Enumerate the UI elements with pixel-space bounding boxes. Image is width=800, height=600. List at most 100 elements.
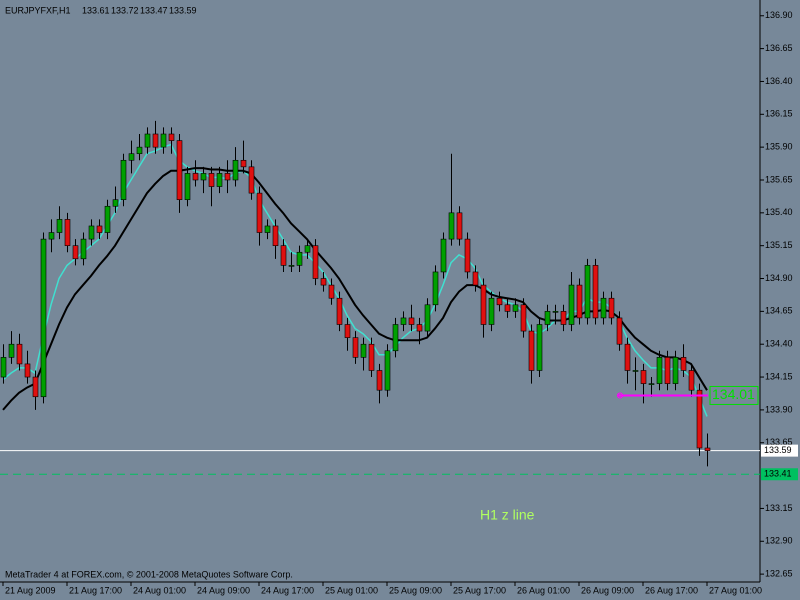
candle-body bbox=[568, 284, 575, 325]
annotation: H1 z line bbox=[480, 507, 535, 523]
candle-body bbox=[616, 317, 623, 345]
candle-body bbox=[48, 232, 55, 240]
symbol-title: EURJPYFXF,H1 bbox=[5, 5, 71, 15]
x-tick-label: 26 Aug 17:00 bbox=[645, 585, 698, 595]
candle-body bbox=[376, 370, 383, 391]
candle-body bbox=[656, 357, 663, 384]
candle-body bbox=[640, 370, 647, 384]
candle-body bbox=[688, 370, 695, 391]
candle-body bbox=[272, 225, 279, 246]
candle-body bbox=[480, 284, 487, 325]
level-label-box bbox=[761, 468, 798, 481]
y-tick-label: 134.65 bbox=[765, 306, 793, 316]
candle-body bbox=[672, 357, 679, 384]
candle-body bbox=[16, 343, 23, 365]
candle-body bbox=[296, 251, 303, 266]
candle-body bbox=[592, 265, 599, 319]
y-tick-label: 135.40 bbox=[765, 207, 793, 217]
y-tick-label: 136.15 bbox=[765, 109, 793, 119]
candle-body bbox=[96, 225, 103, 233]
footer: MetaTrader 4 at FOREX.com, © 2001-2008 M… bbox=[5, 569, 293, 579]
z-line-label-box bbox=[709, 385, 759, 405]
candle-body bbox=[424, 304, 431, 332]
y-tick-label: 133.65 bbox=[765, 437, 793, 447]
candle-body bbox=[288, 265, 295, 267]
candle-body bbox=[696, 389, 703, 449]
candle-body bbox=[512, 304, 519, 312]
candle-body bbox=[312, 245, 319, 279]
candle-body bbox=[240, 159, 247, 168]
candle-body bbox=[320, 278, 327, 286]
candle-body bbox=[536, 324, 543, 371]
y-tick-label: 136.90 bbox=[765, 10, 793, 20]
candle-body bbox=[360, 343, 367, 358]
candle-body bbox=[584, 265, 591, 319]
x-tick-label: 24 Aug 17:00 bbox=[261, 585, 314, 595]
candle-body bbox=[184, 173, 191, 200]
candle-body bbox=[368, 343, 375, 371]
candle-body bbox=[648, 383, 655, 385]
header-open: 133.61 bbox=[82, 5, 110, 15]
candle-body bbox=[88, 225, 95, 240]
candle-body bbox=[264, 225, 271, 233]
y-tick-label: 133.15 bbox=[765, 503, 793, 513]
candle-body bbox=[552, 311, 559, 313]
x-tick-label: 26 Aug 01:00 bbox=[517, 585, 570, 595]
x-tick-label: 26 Aug 09:00 bbox=[581, 585, 634, 595]
x-tick-label: 25 Aug 01:00 bbox=[325, 585, 378, 595]
level-label: 133.41 bbox=[764, 469, 792, 479]
y-tick-label: 135.90 bbox=[765, 142, 793, 152]
candle-body bbox=[120, 159, 127, 200]
candle-body bbox=[72, 245, 79, 260]
x-tick-label: 21 Aug 17:00 bbox=[69, 585, 122, 595]
candle-body bbox=[432, 271, 439, 306]
y-tick-label: 135.65 bbox=[765, 174, 793, 184]
candle-body bbox=[440, 238, 447, 273]
candle-body bbox=[392, 324, 399, 352]
candle-body bbox=[408, 317, 415, 325]
candle-body bbox=[464, 238, 471, 273]
bid-label-box bbox=[761, 444, 798, 457]
y-tick-label: 133.90 bbox=[765, 404, 793, 414]
header-close: 133.59 bbox=[169, 5, 197, 15]
candle-body bbox=[56, 219, 63, 233]
candle-body bbox=[80, 238, 87, 260]
y-tick-label: 134.15 bbox=[765, 371, 793, 381]
candle-body bbox=[624, 343, 631, 371]
candle-body bbox=[488, 297, 495, 325]
candle-body bbox=[336, 297, 343, 325]
candle-body bbox=[168, 133, 175, 141]
candle-body bbox=[520, 304, 527, 332]
header-low: 133.47 bbox=[140, 5, 168, 15]
z-line-label: 134.01 bbox=[712, 386, 755, 402]
candle-body bbox=[160, 133, 167, 148]
candle-body bbox=[128, 153, 135, 161]
candle-body bbox=[680, 357, 687, 371]
candle-body bbox=[704, 447, 711, 451]
candle-body bbox=[448, 212, 455, 240]
y-tick-label: 136.40 bbox=[765, 76, 793, 86]
candle-body bbox=[352, 337, 359, 358]
candle-body bbox=[504, 304, 511, 312]
bid-label: 133.59 bbox=[764, 445, 792, 455]
candle-body bbox=[632, 370, 639, 372]
y-tick-label: 134.90 bbox=[765, 273, 793, 283]
candle-body bbox=[256, 192, 263, 233]
candle-body bbox=[64, 219, 71, 246]
candle-body bbox=[224, 173, 231, 181]
candle-body bbox=[40, 238, 47, 398]
candle-body bbox=[152, 133, 159, 148]
candle-body bbox=[8, 343, 15, 358]
candle-body bbox=[136, 146, 143, 155]
candle-body bbox=[400, 317, 407, 325]
candle-body bbox=[344, 324, 351, 338]
candle-body bbox=[576, 284, 583, 319]
candle-body bbox=[192, 173, 199, 181]
candle-body bbox=[472, 271, 479, 286]
y-tick-label: 135.15 bbox=[765, 240, 793, 250]
candle-body bbox=[544, 311, 551, 325]
candle-body bbox=[496, 297, 503, 306]
candle-body bbox=[112, 199, 119, 207]
candle-body bbox=[456, 212, 463, 240]
